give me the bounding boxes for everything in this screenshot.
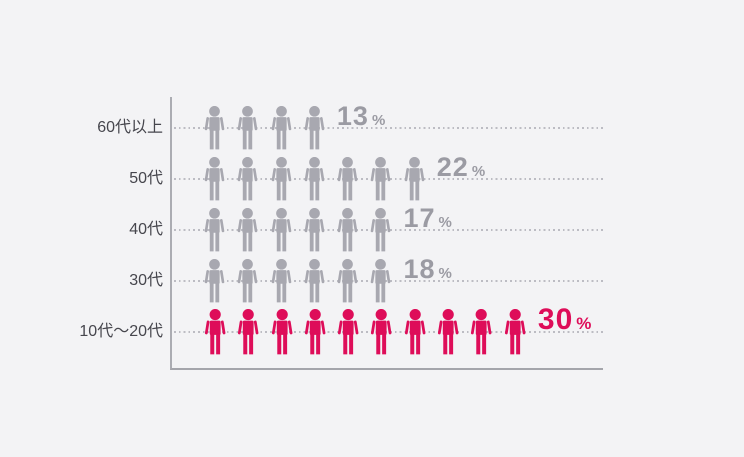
person-icon <box>237 208 258 252</box>
value-label: 30% <box>538 305 592 335</box>
person-icon <box>304 259 325 303</box>
gridline <box>174 127 605 129</box>
value-number: 17 <box>403 203 436 233</box>
person-icon <box>338 309 359 355</box>
person-icon <box>371 259 391 303</box>
chart-row: 17% <box>199 205 452 252</box>
person-icon <box>237 259 258 303</box>
value-number: 13 <box>336 101 369 131</box>
chart-row: 22% <box>199 154 485 201</box>
person-icon <box>271 106 291 150</box>
icon-group <box>199 309 531 355</box>
icon-group <box>199 208 396 252</box>
category-label: 60代以上 <box>97 119 163 136</box>
person-icon <box>271 259 291 303</box>
person-icon <box>471 309 492 355</box>
percent-sign: % <box>471 163 486 180</box>
person-icon <box>304 106 325 150</box>
icon-group <box>199 157 430 201</box>
category-label: 40代 <box>129 221 163 238</box>
person-icon <box>204 157 225 201</box>
category-label: 10代〜20代 <box>79 323 163 340</box>
value-number: 22 <box>436 152 469 182</box>
plot-area: 13% 22% 17% 18% 30% <box>170 97 605 370</box>
person-icon <box>204 309 226 355</box>
person-icon <box>237 157 258 201</box>
chart-row: 13% <box>199 103 385 150</box>
person-icon <box>504 309 525 355</box>
person-icon <box>337 259 358 303</box>
value-label: 17% <box>403 205 451 232</box>
value-number: 18 <box>403 254 436 284</box>
person-icon <box>204 208 225 252</box>
person-icon <box>304 157 325 201</box>
person-icon <box>371 309 392 355</box>
person-icon <box>337 157 358 201</box>
person-icon <box>271 309 293 355</box>
person-icon <box>404 309 426 355</box>
person-icon <box>237 106 258 150</box>
person-icon <box>304 208 325 252</box>
person-icon <box>204 106 225 150</box>
chart-row: 30% <box>199 305 591 355</box>
person-icon <box>371 157 391 201</box>
value-label: 13% <box>337 103 385 130</box>
person-icon <box>271 208 291 252</box>
person-icon <box>437 309 459 355</box>
percent-sign: % <box>438 214 452 231</box>
person-icon <box>204 259 225 303</box>
person-icon <box>337 208 358 252</box>
percent-sign: % <box>576 314 592 333</box>
percent-sign: % <box>371 112 386 129</box>
value-label: 22% <box>437 154 485 181</box>
person-icon <box>404 157 425 201</box>
icon-group <box>199 106 330 150</box>
person-icon <box>304 309 326 355</box>
person-icon <box>371 208 391 252</box>
category-label: 30代 <box>129 272 163 289</box>
value-number: 30 <box>537 303 574 336</box>
category-label: 50代 <box>129 170 163 187</box>
person-icon <box>271 157 291 201</box>
chart-row: 18% <box>199 256 452 303</box>
person-icon <box>238 309 259 355</box>
value-label: 18% <box>403 256 451 283</box>
percent-sign: % <box>438 265 452 282</box>
icon-group <box>199 259 396 303</box>
